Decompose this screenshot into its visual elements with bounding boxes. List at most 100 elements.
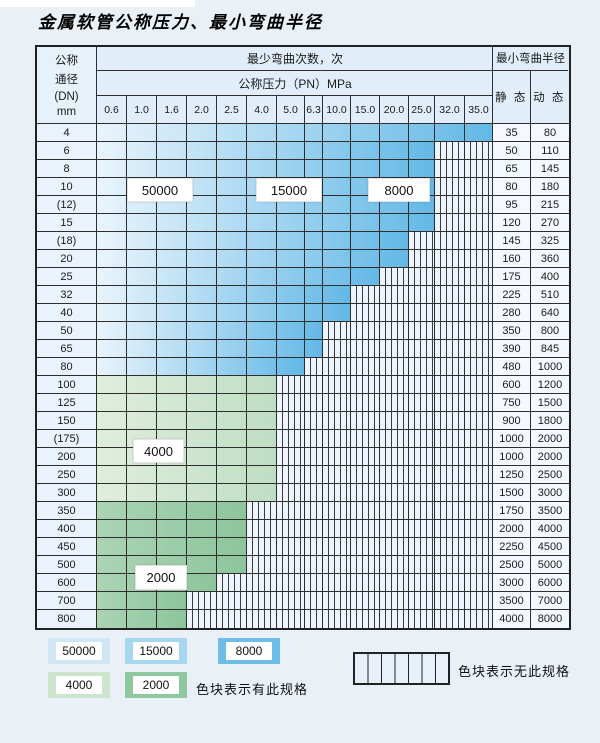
spec-cell bbox=[157, 556, 187, 573]
spec-matrix-row bbox=[97, 250, 493, 267]
dynamic-radius-cell: 3500 bbox=[531, 502, 569, 519]
table-row: 125 750 1500 bbox=[37, 394, 569, 412]
spec-cell bbox=[323, 160, 351, 177]
spec-cell bbox=[157, 394, 187, 411]
spec-matrix-row bbox=[97, 538, 493, 555]
table-row: 15 120 270 bbox=[37, 214, 569, 232]
no-spec-cell bbox=[351, 556, 380, 573]
legend-swatch-4000: 4000 bbox=[48, 672, 110, 698]
legend-swatch-50000: 50000 bbox=[48, 638, 110, 664]
no-spec-cell bbox=[465, 340, 493, 357]
spec-cell bbox=[97, 592, 127, 609]
no-spec-cell bbox=[351, 286, 380, 303]
spec-cell bbox=[187, 466, 217, 483]
spec-cell bbox=[305, 196, 323, 213]
no-spec-cell bbox=[435, 268, 465, 285]
spec-cell bbox=[127, 394, 157, 411]
no-spec-cell bbox=[277, 538, 305, 555]
spec-cell bbox=[277, 124, 305, 141]
spec-cell bbox=[127, 160, 157, 177]
spec-cell bbox=[217, 556, 247, 573]
spec-cell bbox=[305, 124, 323, 141]
static-radius-cell: 50 bbox=[493, 142, 531, 159]
bend-cycles-header: 最少弯曲次数，次 bbox=[97, 47, 493, 71]
spec-cell bbox=[247, 250, 277, 267]
spec-cell bbox=[351, 268, 380, 285]
no-spec-cell bbox=[247, 574, 277, 591]
pressure-column-header: 20.0 bbox=[380, 96, 409, 123]
spec-cell bbox=[157, 232, 187, 249]
spec-cell bbox=[187, 394, 217, 411]
pressure-column-header: 2.0 bbox=[187, 96, 217, 123]
dynamic-radius-cell: 2500 bbox=[531, 466, 569, 483]
spec-cell bbox=[217, 448, 247, 465]
no-spec-cell bbox=[409, 484, 435, 501]
spec-cell bbox=[380, 214, 409, 231]
no-spec-cell bbox=[435, 250, 465, 267]
table-row: 800 4000 8000 bbox=[37, 610, 569, 628]
spec-cell bbox=[97, 286, 127, 303]
spec-cell bbox=[97, 160, 127, 177]
dn-value-cell: 100 bbox=[37, 376, 97, 393]
no-spec-cell bbox=[409, 430, 435, 447]
pressure-column-header: 2.5 bbox=[217, 96, 247, 123]
spec-matrix-row bbox=[97, 340, 493, 357]
no-spec-cell bbox=[323, 412, 351, 429]
no-spec-cell bbox=[323, 430, 351, 447]
spec-cell bbox=[97, 268, 127, 285]
spec-cell bbox=[217, 538, 247, 555]
no-spec-cell bbox=[380, 304, 409, 321]
no-spec-cell bbox=[465, 196, 493, 213]
spec-cell bbox=[247, 448, 277, 465]
spec-cell bbox=[97, 322, 127, 339]
no-spec-cell bbox=[305, 574, 323, 591]
no-spec-cell bbox=[435, 340, 465, 357]
spec-cell bbox=[247, 304, 277, 321]
spec-cell bbox=[127, 124, 157, 141]
no-spec-cell bbox=[380, 394, 409, 411]
no-spec-cell bbox=[465, 556, 493, 573]
spec-cell bbox=[127, 142, 157, 159]
spec-cell bbox=[277, 286, 305, 303]
spec-cell bbox=[247, 358, 277, 375]
spec-cell bbox=[323, 250, 351, 267]
spec-cell bbox=[97, 340, 127, 357]
static-radius-cell: 2500 bbox=[493, 556, 531, 573]
no-spec-cell bbox=[435, 610, 465, 628]
spec-cell bbox=[157, 268, 187, 285]
dynamic-radius-cell: 1800 bbox=[531, 412, 569, 429]
dn-value-cell: 20 bbox=[37, 250, 97, 267]
spec-cell bbox=[217, 232, 247, 249]
spec-cell bbox=[127, 538, 157, 555]
no-spec-cell bbox=[305, 466, 323, 483]
spec-cell bbox=[187, 304, 217, 321]
no-spec-cell bbox=[305, 502, 323, 519]
spec-cell bbox=[157, 322, 187, 339]
spec-cell bbox=[187, 232, 217, 249]
legend-has-spec-note: 色块表示有此规格 bbox=[196, 682, 309, 697]
spec-cell bbox=[187, 538, 217, 555]
spec-cell bbox=[97, 412, 127, 429]
spec-cell bbox=[127, 358, 157, 375]
static-radius-cell: 2250 bbox=[493, 538, 531, 555]
no-spec-cell bbox=[323, 358, 351, 375]
zone-label-2000: 2000 bbox=[135, 565, 187, 590]
no-spec-cell bbox=[305, 448, 323, 465]
dn-value-cell: 500 bbox=[37, 556, 97, 573]
spec-cell bbox=[217, 250, 247, 267]
dn-value-cell: 6 bbox=[37, 142, 97, 159]
spec-matrix-row bbox=[97, 160, 493, 177]
spec-cell bbox=[157, 160, 187, 177]
dn-value-cell: (175) bbox=[37, 430, 97, 447]
dynamic-radius-cell: 80 bbox=[531, 124, 569, 141]
spec-cell bbox=[380, 142, 409, 159]
spec-cell bbox=[217, 484, 247, 501]
spec-cell bbox=[247, 340, 277, 357]
static-radius-cell: 175 bbox=[493, 268, 531, 285]
dynamic-radius-cell: 3000 bbox=[531, 484, 569, 501]
static-radius-cell: 390 bbox=[493, 340, 531, 357]
pressure-column-header: 25.0 bbox=[409, 96, 435, 123]
table-row: (175) 1000 2000 bbox=[37, 430, 569, 448]
pressure-column-header: 10.0 bbox=[323, 96, 351, 123]
dn-value-cell: 200 bbox=[37, 448, 97, 465]
